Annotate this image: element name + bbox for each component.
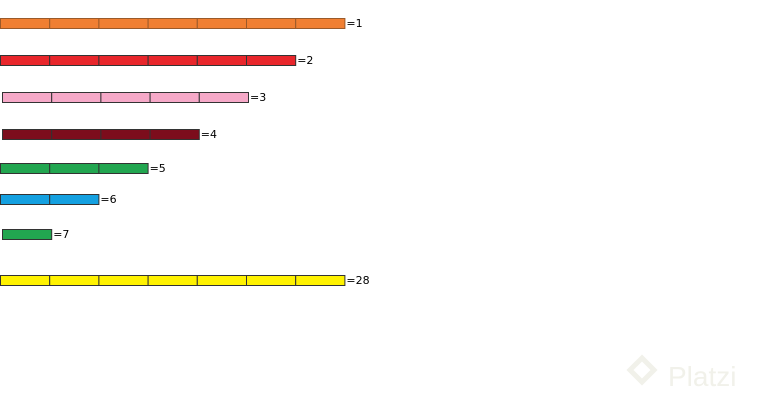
bar-segment bbox=[149, 92, 200, 103]
bar-segment bbox=[2, 129, 53, 140]
bar-segment bbox=[246, 55, 297, 66]
bar-segment bbox=[246, 275, 297, 286]
bar-segment bbox=[98, 18, 149, 29]
bar-segment bbox=[295, 275, 346, 286]
bar-segment bbox=[0, 163, 51, 174]
bar-segment bbox=[0, 275, 51, 286]
bar-segment bbox=[0, 18, 51, 29]
bar-segment bbox=[198, 92, 250, 103]
watermark-logo bbox=[626, 354, 658, 386]
bar-segment bbox=[246, 18, 297, 29]
bar-label: =6 bbox=[100, 193, 116, 206]
bar-label: =5 bbox=[150, 162, 166, 175]
bar-segment bbox=[196, 55, 248, 66]
bar-segment bbox=[49, 194, 100, 205]
bar-segment bbox=[149, 129, 200, 140]
bar-segment bbox=[196, 275, 248, 286]
bar-segment bbox=[49, 55, 100, 66]
bar-label: =3 bbox=[250, 91, 266, 104]
bar-segment bbox=[49, 18, 100, 29]
bar-segment bbox=[51, 92, 102, 103]
bar-segment bbox=[51, 129, 102, 140]
bar-segment bbox=[100, 92, 151, 103]
watermark: Platzi bbox=[626, 354, 736, 392]
bar-segment bbox=[147, 18, 198, 29]
watermark-text: Platzi bbox=[668, 361, 736, 392]
bar-label: =4 bbox=[201, 128, 217, 141]
bar-label: =28 bbox=[346, 274, 369, 287]
bar-segment bbox=[0, 194, 51, 205]
bar-segment bbox=[0, 55, 51, 66]
bar-segment bbox=[98, 55, 149, 66]
bar-label: =2 bbox=[297, 54, 313, 67]
bar-segment bbox=[295, 18, 346, 29]
bar-segment bbox=[2, 229, 53, 240]
bar-label: =1 bbox=[346, 17, 362, 30]
bar-segment bbox=[49, 163, 100, 174]
bar-segment bbox=[49, 275, 100, 286]
bar-segment bbox=[100, 129, 151, 140]
bar-segment bbox=[147, 275, 198, 286]
bar-segment bbox=[98, 275, 149, 286]
bar-segment bbox=[196, 18, 248, 29]
bar-segment bbox=[147, 55, 198, 66]
bar-segment bbox=[98, 163, 149, 174]
bar-segment bbox=[2, 92, 53, 103]
bar-label: =7 bbox=[53, 228, 69, 241]
